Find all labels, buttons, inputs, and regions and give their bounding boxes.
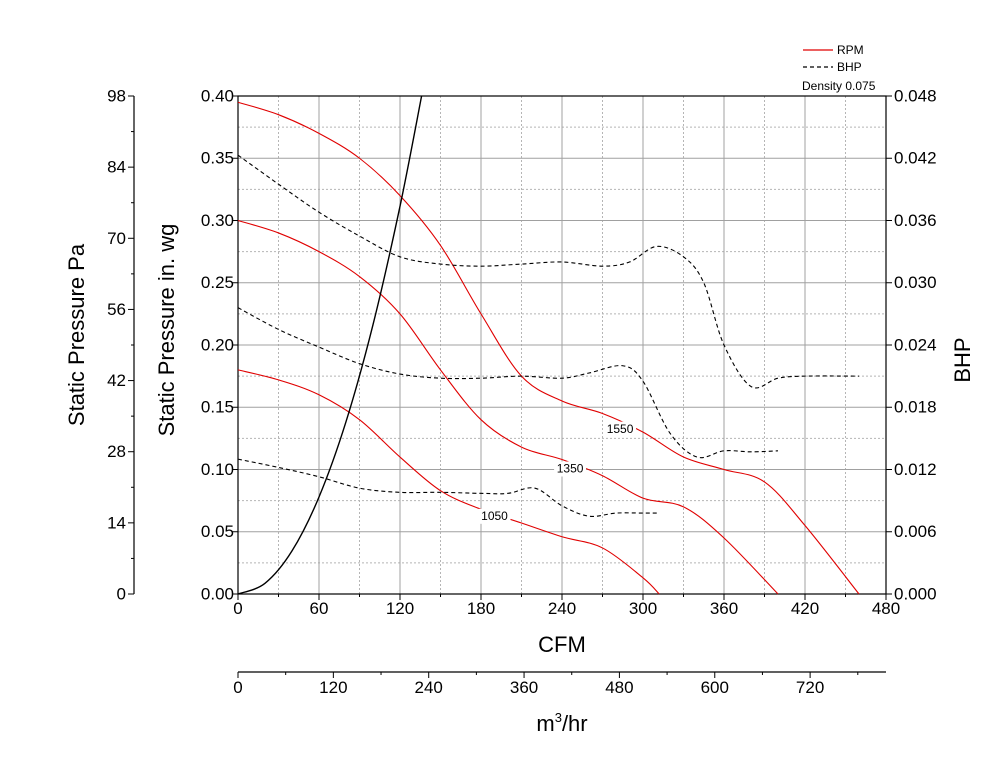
- grid: [238, 96, 886, 594]
- rpm-label-background: [478, 508, 511, 524]
- x2-tick-label: 0: [233, 678, 242, 697]
- rpm-curve-1550: [237, 101, 860, 595]
- x2-tick-label: 120: [319, 678, 347, 697]
- y2-tick-label: 0.000: [894, 584, 937, 603]
- bhp-curve-bhp-1550: [237, 154, 860, 389]
- y-outer-tick-label: 56: [107, 300, 126, 319]
- y-tick-label: 0.05: [201, 522, 234, 541]
- x2-tick-label: 720: [796, 678, 824, 697]
- y2-tick-label: 0.006: [894, 522, 937, 541]
- x-tick-label: 420: [791, 599, 819, 618]
- x2-tick-label: 360: [510, 678, 538, 697]
- y-tick-label: 0.25: [201, 273, 234, 292]
- x2-axis-title-main: m: [536, 711, 554, 736]
- x-tick-label: 60: [310, 599, 329, 618]
- x-tick-label: 240: [548, 599, 576, 618]
- y-outer-tick-label: 42: [107, 371, 126, 390]
- rpm-label-background: [554, 461, 587, 477]
- y-tick-label: 0.30: [201, 211, 234, 230]
- y-outer-tick-label: 28: [107, 442, 126, 461]
- x2-axis-title-tail: /hr: [562, 711, 588, 736]
- x2-tick-label: 480: [605, 678, 633, 697]
- bhp-curve-bhp-1350: [237, 307, 779, 459]
- y2-tick-label: 0.012: [894, 460, 937, 479]
- y-outer-tick-label: 84: [107, 158, 126, 177]
- axes: 0 60 120 180 240 300 360 420 4800.000.050.100.15…: [107, 86, 936, 697]
- y2-tick-label: 0.048: [894, 86, 937, 105]
- legend-rpm-label: RPM: [837, 43, 864, 57]
- series-lines: [237, 95, 860, 595]
- bhp-curve-bhp-1050: [237, 458, 660, 517]
- y-tick-label: 0.10: [201, 460, 234, 479]
- x2-tick-label: 240: [415, 678, 443, 697]
- y-tick-label: 0.15: [201, 398, 234, 417]
- y-axis-title: Static Pressure in. wg: [154, 224, 179, 437]
- x2-axis-title: m3/hr: [536, 710, 587, 736]
- rpm-label-1550: 1550: [607, 422, 634, 436]
- legend-bhp-label: BHP: [837, 60, 862, 74]
- y-outer-tick-label: 98: [107, 86, 126, 105]
- rpm-label-1050: 1050: [481, 509, 508, 523]
- legend-density-note: Density 0.075: [802, 79, 876, 93]
- x-tick-label: 480: [872, 599, 900, 618]
- y-outer-tick-label: 14: [107, 513, 126, 532]
- system-curve-system: [237, 95, 423, 595]
- y2-axis-title: BHP: [950, 337, 975, 382]
- rpm-curve-1350: [237, 219, 779, 595]
- x-tick-label: 180: [467, 599, 495, 618]
- x2-tick-label: 600: [701, 678, 729, 697]
- rpm-label-1350: 1350: [557, 462, 584, 476]
- x-axis-title: CFM: [538, 632, 586, 657]
- x-tick-label: 300: [629, 599, 657, 618]
- y-tick-label: 0.20: [201, 335, 234, 354]
- y2-tick-label: 0.042: [894, 149, 937, 168]
- y-tick-label: 0.00: [201, 584, 234, 603]
- y-outer-tick-label: 0: [117, 584, 126, 603]
- x-tick-label: 360: [710, 599, 738, 618]
- rpm-curve-1050: [237, 369, 660, 595]
- x-tick-label: 0: [233, 599, 242, 618]
- y-tick-label: 0.40: [201, 86, 234, 105]
- y-outer-tick-label: 70: [107, 229, 126, 248]
- y2-tick-label: 0.018: [894, 398, 937, 417]
- x2-axis-title-sup: 3: [555, 710, 562, 725]
- rpm-curve-labels: 1550 1350 1050: [478, 421, 637, 524]
- x-tick-label: 120: [386, 599, 414, 618]
- y2-tick-label: 0.024: [894, 335, 937, 354]
- y-outer-axis-title: Static Pressure Pa: [64, 243, 89, 426]
- y2-tick-label: 0.036: [894, 211, 937, 230]
- legend: RPM BHP Density 0.075: [802, 43, 876, 93]
- y-tick-label: 0.35: [201, 149, 234, 168]
- rpm-label-background: [604, 421, 637, 437]
- y2-tick-label: 0.030: [894, 273, 937, 292]
